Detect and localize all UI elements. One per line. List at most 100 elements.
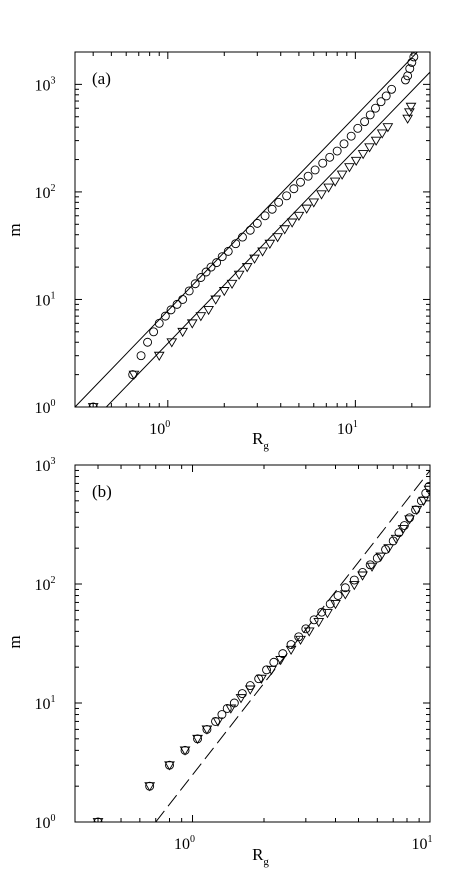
data-point-triangle — [186, 319, 198, 329]
data-point-circle — [317, 607, 327, 617]
data-point-circle — [269, 657, 279, 667]
y-tick-label: 101 — [35, 694, 56, 713]
data-point-circle — [245, 225, 255, 235]
data-point-triangle — [364, 143, 375, 153]
data-point-circle — [223, 246, 233, 256]
data-point-circle — [267, 204, 277, 214]
data-point-triangle — [370, 136, 382, 146]
data-point-triangle — [153, 351, 165, 361]
data-point-triangle — [235, 694, 247, 704]
data-point-triangle — [226, 279, 238, 290]
data-point-circle — [211, 716, 220, 726]
data-point-circle — [340, 583, 350, 593]
data-point-triangle — [423, 485, 430, 495]
data-point-triangle — [212, 717, 224, 727]
data-point-circle — [416, 496, 426, 506]
panel-a: 100 101 100 101 102 103 Rg m (a) — [5, 51, 431, 452]
data-point-circle — [229, 698, 239, 708]
y-tick-label: 103 — [35, 456, 56, 475]
data-point-triangle — [383, 544, 395, 554]
data-point-triangle — [390, 534, 402, 545]
data-point-triangle — [405, 102, 417, 112]
data-point-triangle — [87, 403, 99, 407]
data-point-circle — [349, 575, 359, 585]
data-point-circle — [201, 267, 211, 277]
data-point-circle — [172, 299, 182, 309]
data-point-triangle — [316, 190, 327, 200]
data-point-circle — [339, 139, 349, 149]
data-point-circle — [217, 252, 227, 262]
data-point-triangle — [348, 581, 360, 591]
data-point-circle — [353, 123, 363, 133]
data-point-triangle — [376, 129, 388, 139]
series-triangle-down — [87, 102, 417, 407]
data-point-triangle — [166, 338, 178, 348]
plot-frame — [74, 464, 431, 823]
x-tick-label: 101 — [412, 834, 433, 853]
data-point-triangle — [329, 177, 341, 187]
data-point-circle — [409, 52, 419, 62]
data-point-triangle — [256, 674, 267, 684]
data-point-circle — [206, 262, 216, 272]
data-point-triangle — [286, 218, 298, 228]
data-point-circle — [365, 560, 375, 570]
data-point-circle — [196, 273, 206, 282]
data-point-triangle — [233, 270, 245, 280]
data-point-circle — [252, 218, 262, 228]
data-point-triangle — [411, 505, 423, 516]
data-point-circle — [332, 146, 342, 156]
data-point-circle — [289, 184, 299, 194]
data-point-circle — [325, 152, 335, 162]
data-point-triangle — [303, 627, 315, 637]
data-point-circle — [166, 305, 176, 315]
x-tick-label: 100 — [149, 419, 170, 438]
series-circle — [88, 52, 419, 407]
x-tick-label: 101 — [337, 419, 358, 438]
data-point-circle — [310, 165, 320, 175]
data-point-circle — [286, 640, 296, 649]
data-point-circle — [262, 665, 272, 675]
data-point-triangle — [128, 370, 140, 380]
data-point-triangle — [301, 204, 313, 214]
x-tick-label: 100 — [174, 834, 195, 853]
data-point-circle — [136, 351, 146, 361]
data-point-circle — [149, 327, 159, 337]
data-point-circle — [365, 110, 375, 120]
panel-label: (b) — [92, 482, 112, 501]
data-point-triangle — [195, 312, 207, 322]
data-point-triangle — [257, 247, 268, 257]
data-point-circle — [309, 615, 319, 625]
data-point-circle — [372, 553, 382, 563]
data-point-circle — [387, 84, 397, 94]
data-point-triangle — [293, 211, 305, 222]
data-point-circle — [222, 703, 232, 713]
series-circle — [93, 482, 430, 822]
plot-frame — [74, 51, 431, 408]
x-axis-label: Rg — [252, 429, 269, 452]
data-point-circle — [143, 337, 153, 347]
data-point-triangle — [344, 163, 355, 173]
data-point-circle — [301, 624, 311, 634]
data-point-triangle — [382, 123, 394, 133]
data-point-circle — [318, 158, 328, 168]
data-point-triangle — [275, 656, 287, 666]
data-point-circle — [360, 117, 370, 127]
data-point-triangle — [218, 287, 230, 297]
data-point-circle — [381, 91, 391, 101]
x-axis-label: Rg — [252, 845, 269, 868]
data-point-triangle — [418, 496, 430, 507]
data-point-triangle — [322, 609, 333, 619]
data-point-triangle — [375, 552, 387, 562]
data-point-triangle — [177, 327, 189, 338]
data-point-circle — [260, 211, 270, 221]
data-point-circle — [178, 295, 188, 304]
data-point-circle — [274, 197, 284, 207]
data-point-circle — [93, 817, 103, 822]
data-point-circle — [401, 75, 410, 85]
y-tick-label: 100 — [35, 398, 56, 417]
data-point-circle — [407, 57, 417, 67]
data-point-triangle — [264, 239, 276, 249]
data-point-triangle — [323, 183, 334, 193]
data-point-circle — [371, 103, 380, 113]
